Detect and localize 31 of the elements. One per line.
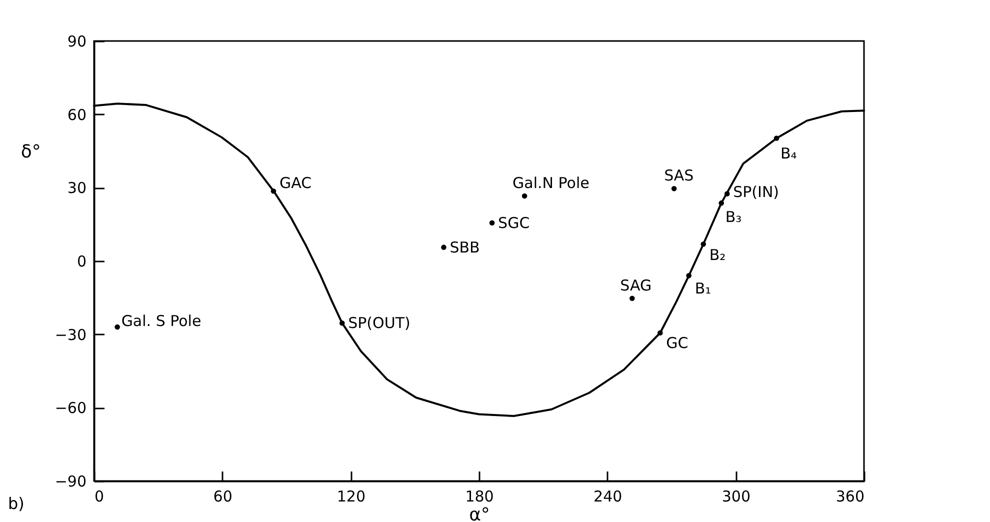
annotation: B₂ [709, 246, 726, 264]
annotation: SAS [664, 166, 694, 185]
annotation: Gal.N Pole [512, 174, 590, 192]
annotation: GC [666, 334, 688, 352]
x-tick-label: 180 [465, 488, 494, 506]
x-tick-label: 60 [213, 488, 232, 506]
y-tick-label: 90 [67, 32, 86, 50]
annotation: B₁ [694, 280, 712, 298]
y-axis-title: δ° [20, 142, 41, 162]
annotation: B₄ [780, 144, 797, 162]
annotation: SGC [498, 214, 530, 232]
x-tick-label: 0 [94, 488, 104, 506]
annotation: SBB [450, 238, 480, 256]
x-tick-label: 360 [836, 488, 864, 506]
y-tick-label: −30 [54, 326, 86, 344]
text: b) [8, 494, 24, 513]
x-tick-label: 120 [336, 488, 366, 506]
x-axis-title: α° [469, 504, 490, 522]
annotation: SP(OUT) [348, 314, 410, 332]
x-tick-label: 300 [722, 488, 750, 506]
y-tick-label: −60 [54, 399, 86, 418]
annotation: SP(IN) [733, 182, 780, 201]
y-tick-label: 30 [67, 179, 86, 198]
annotation: GAC [279, 174, 312, 192]
y-tick-label: −90 [54, 472, 86, 490]
annotation: B₃ [725, 208, 742, 226]
annotation: Gal. S Pole [121, 312, 202, 330]
x-tick-label: 240 [594, 488, 622, 506]
y-tick-label: 0 [76, 252, 86, 270]
annotation: SAG [620, 276, 652, 294]
y-tick-label: 60 [67, 106, 86, 124]
